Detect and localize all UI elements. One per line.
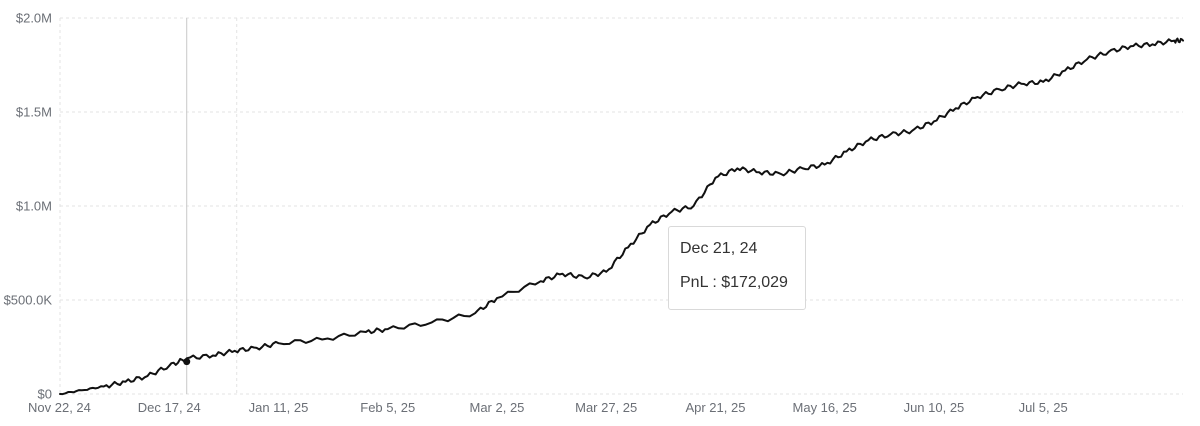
- y-tick-label: $1.0M: [16, 199, 52, 214]
- grid-lines: [59, 17, 1183, 395]
- x-tick-label: Mar 27, 25: [575, 400, 637, 415]
- y-tick-label: $0: [38, 387, 52, 402]
- x-tick-label: Mar 2, 25: [470, 400, 525, 415]
- x-tick-label: Feb 5, 25: [360, 400, 415, 415]
- tooltip-date: Dec 21, 24: [680, 240, 758, 257]
- x-tick-label: Nov 22, 24: [28, 400, 91, 415]
- y-tick-label: $500.0K: [4, 293, 53, 308]
- x-tick-label: Jan 11, 25: [249, 400, 309, 415]
- tooltip-series-label: PnL: [680, 274, 708, 291]
- hover-point[interactable]: [183, 358, 191, 366]
- x-tick-label: Jul 5, 25: [1019, 400, 1068, 415]
- x-tick-label: May 16, 25: [793, 400, 857, 415]
- chart-tooltip: Dec 21, 24 PnL : $172,029: [668, 226, 806, 310]
- tooltip-value-row: PnL : $172,029: [680, 273, 805, 293]
- x-axis-tick-labels: Nov 22, 24 Dec 17, 24 Jan 11, 25 Feb 5, 25 M…: [28, 400, 1068, 415]
- pnl-series-line[interactable]: [59, 37, 1184, 396]
- tooltip-series-value: $172,029: [721, 274, 788, 291]
- y-tick-label: $1.5M: [16, 105, 52, 120]
- x-tick-label: Jun 10, 25: [904, 400, 965, 415]
- tooltip-separator: :: [707, 274, 722, 291]
- x-tick-label: Apr 21, 25: [685, 400, 745, 415]
- y-axis-tick-labels: $0 $500.0K $1.0M $1.5M $2.0M: [4, 11, 53, 402]
- y-tick-label: $2.0M: [16, 11, 52, 26]
- x-tick-label: Dec 17, 24: [138, 400, 201, 415]
